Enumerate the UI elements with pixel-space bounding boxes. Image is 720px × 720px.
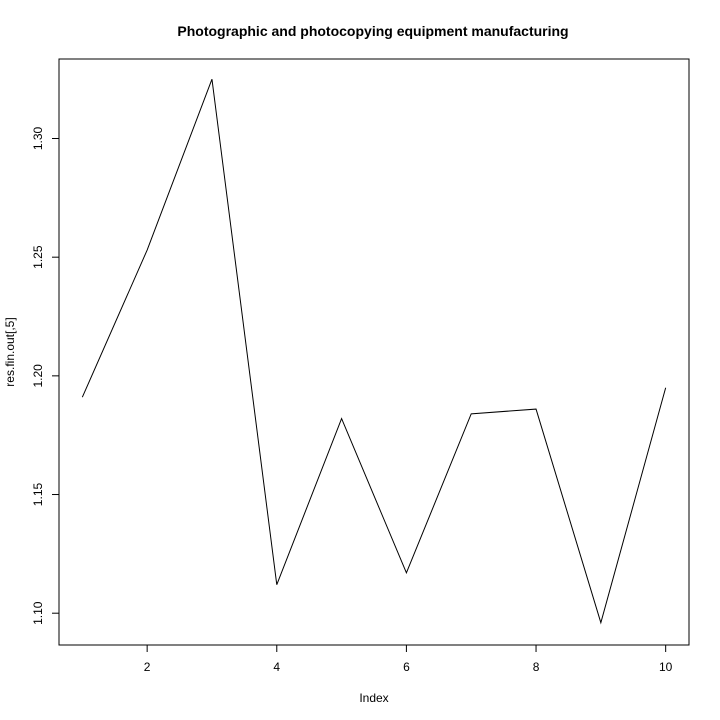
y-tick-label-1.20: 1.20 — [31, 364, 45, 388]
series-layer — [81, 78, 667, 625]
y-tick-label-1.15: 1.15 — [31, 483, 45, 507]
y-axis: 1.10 1.15 1.20 1.25 1.30 — [31, 127, 60, 625]
x-axis: 2 4 6 8 10 — [144, 644, 673, 674]
chart-title: Photographic and photocopying equipment … — [177, 23, 568, 39]
x-tick-label-8: 8 — [533, 660, 540, 674]
x-tick-label-10: 10 — [659, 660, 673, 674]
y-tick-label-1.25: 1.25 — [31, 245, 45, 269]
x-tick-label-2: 2 — [144, 660, 151, 674]
x-tick-label-4: 4 — [273, 660, 280, 674]
series-line-1 — [81, 78, 667, 625]
y-axis-label: res.fin.out[,5] — [3, 317, 17, 386]
y-tick-label-1.10: 1.10 — [31, 601, 45, 625]
x-tick-label-6: 6 — [403, 660, 410, 674]
x-axis-label: Index — [359, 691, 388, 705]
y-tick-label-1.30: 1.30 — [31, 127, 45, 151]
